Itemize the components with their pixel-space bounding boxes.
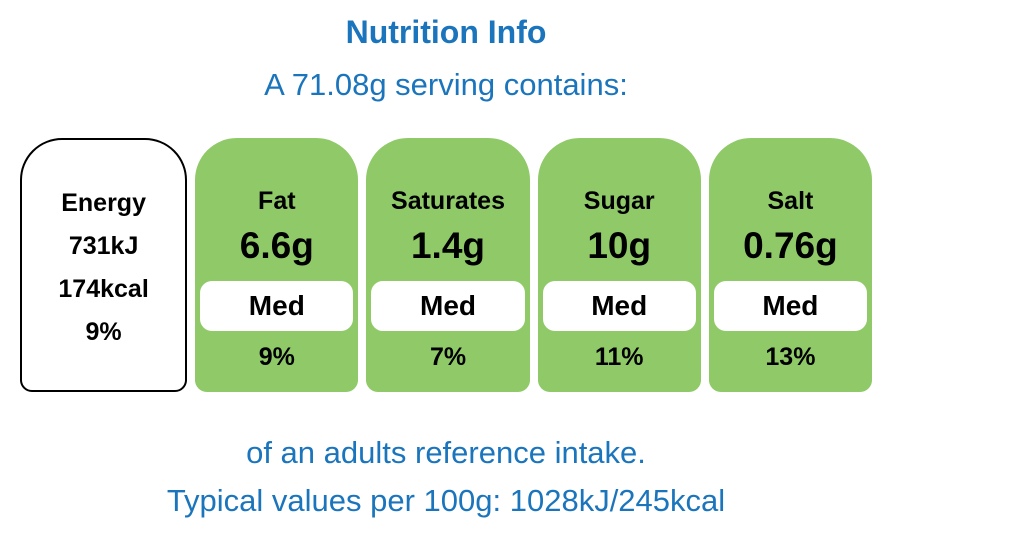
level-badge-label: Med xyxy=(591,290,648,321)
energy-label: Energy xyxy=(61,189,146,217)
nutrition-cards-row: Energy 731kJ 174kcal 9% Fat 6.6g Med 9% … xyxy=(20,138,873,392)
typical-values-note: Typical values per 100g: 1028kJ/245kcal xyxy=(166,483,726,518)
level-badge: Med xyxy=(200,281,354,331)
nutrient-label: Saturates xyxy=(391,187,505,215)
nutrient-amount: 10g xyxy=(587,225,652,266)
level-badge-label: Med xyxy=(762,290,819,321)
nutrient-label: Salt xyxy=(767,187,814,215)
reference-intake-note: of an adults reference intake. xyxy=(246,435,646,470)
nutrient-card-salt: Salt 0.76g Med 13% xyxy=(708,138,873,392)
serving-subtitle: A 71.08g serving contains: xyxy=(264,67,628,102)
level-badge: Med xyxy=(542,281,696,331)
nutrient-amount: 0.76g xyxy=(743,225,838,266)
level-badge-label: Med xyxy=(420,290,476,321)
nutrient-card-fat: Fat 6.6g Med 9% xyxy=(195,138,359,392)
nutrient-card-sugar: Sugar 10g Med 11% xyxy=(537,138,701,392)
nutrition-info-panel: Nutrition Info A 71.08g serving contains… xyxy=(20,0,873,520)
nutrient-card-saturates: Saturates 1.4g Med 7% xyxy=(366,138,530,392)
nutrient-percent: 7% xyxy=(429,343,467,371)
nutrient-percent: 9% xyxy=(258,343,295,371)
level-badge: Med xyxy=(713,281,868,331)
page-title: Nutrition Info xyxy=(345,14,547,50)
level-badge-label: Med xyxy=(248,290,305,321)
nutrient-percent: 13% xyxy=(765,343,816,371)
level-badge: Med xyxy=(371,281,525,331)
nutrient-amount: 6.6g xyxy=(239,225,314,266)
nutrient-percent: 11% xyxy=(594,343,644,371)
nutrient-label: Fat xyxy=(258,187,296,215)
nutrient-amount: 1.4g xyxy=(410,225,486,266)
nutrient-label: Sugar xyxy=(583,187,655,215)
energy-card: Energy 731kJ 174kcal 9% xyxy=(20,138,188,392)
energy-percent: 9% xyxy=(85,318,122,346)
energy-kj-value: 731kJ xyxy=(68,232,139,260)
energy-kcal-value: 174kcal xyxy=(58,275,149,303)
